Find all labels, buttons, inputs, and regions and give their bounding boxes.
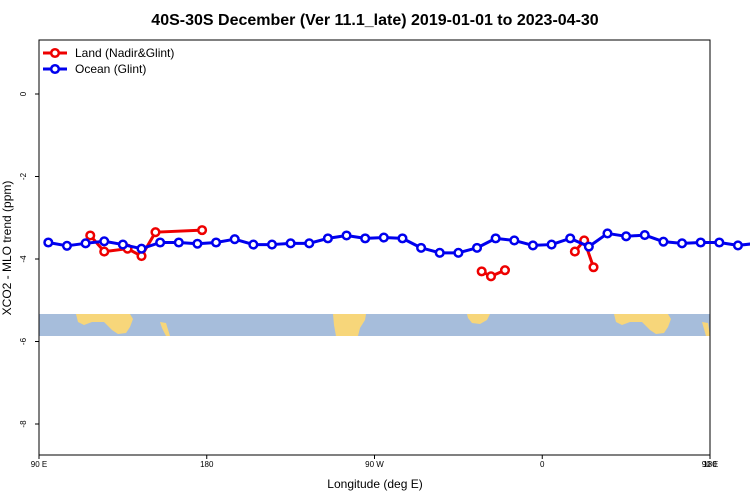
x-tick-label: 90 E [702, 460, 718, 469]
y-tick-label: -2 [19, 172, 28, 180]
y-axis: 0 -2 -4 -6 -8 [19, 91, 39, 428]
data-point-ocean [676, 238, 688, 249]
data-point-ocean [583, 241, 594, 252]
land-masses [76, 314, 710, 336]
data-point-ocean [99, 236, 110, 247]
x-tick-label: 180 [703, 460, 717, 469]
data-point-ocean [565, 233, 576, 244]
series-layer [43, 225, 750, 282]
data-point-ocean [471, 242, 483, 253]
data-point-ocean [341, 230, 352, 241]
australia-land-repeat [614, 314, 671, 334]
legend-marker-land [49, 47, 61, 59]
data-point-ocean [509, 235, 520, 246]
y-tick-label: -8 [19, 420, 28, 428]
ocean-band [39, 314, 710, 336]
data-point-ocean [714, 237, 725, 248]
data-point-ocean [546, 239, 557, 250]
data-point-ocean [211, 237, 222, 248]
data-point-land [485, 271, 497, 282]
data-point-ocean [378, 232, 389, 243]
legend-label-land: Land (Nadir&Glint) [75, 46, 174, 60]
y-axis-label: XCO2 - MLO trend (ppm) [0, 181, 14, 316]
data-point-land [197, 225, 208, 236]
x-tick-label: 180 [200, 460, 214, 469]
data-point-ocean [117, 239, 128, 250]
data-point-land [499, 265, 511, 276]
y-tick-label: 0 [19, 91, 28, 96]
data-point-ocean [397, 233, 408, 244]
data-point-ocean [732, 240, 744, 251]
data-point-ocean [136, 243, 147, 254]
latitude-band-map [39, 314, 710, 336]
data-point-ocean [639, 230, 650, 241]
data-point-ocean [695, 237, 706, 248]
data-point-ocean [360, 233, 371, 244]
data-point-land [588, 262, 599, 273]
legend-label-ocean: Ocean (Glint) [75, 62, 146, 76]
data-point-ocean [285, 238, 296, 249]
data-point-ocean [229, 234, 240, 245]
data-point-land [150, 227, 161, 238]
x-axis-label: Longitude (deg E) [327, 477, 422, 491]
data-point-ocean [621, 231, 632, 242]
x-tick-label: 90 E [31, 460, 47, 469]
data-point-ocean [527, 240, 538, 251]
south-africa-land [467, 314, 490, 324]
x-tick-label: 0 [540, 460, 545, 469]
south-america-land [333, 314, 366, 336]
y-tick-label: -6 [19, 337, 28, 345]
data-point-land [85, 230, 96, 241]
data-point-ocean [490, 233, 501, 244]
data-point-ocean [155, 237, 166, 248]
tasmania-land-repeat [702, 322, 710, 336]
tasmania-land [160, 322, 170, 336]
data-point-ocean [658, 236, 669, 247]
data-point-land [569, 246, 580, 257]
data-point-ocean [602, 228, 613, 239]
data-point-ocean [304, 238, 315, 249]
legend: Land (Nadir&Glint) Ocean (Glint) [43, 46, 174, 76]
data-point-ocean [453, 247, 464, 258]
data-point-land [99, 246, 110, 257]
data-point-ocean [192, 238, 203, 249]
data-point-ocean [80, 238, 91, 249]
data-point-ocean [43, 237, 54, 248]
data-point-ocean [173, 237, 184, 248]
data-point-ocean [434, 247, 445, 258]
y-tick-label: -4 [19, 255, 28, 263]
chart-title: 40S-30S December (Ver 11.1_late) 2019-01… [151, 12, 599, 29]
australia-land [76, 314, 133, 334]
data-point-ocean [416, 242, 427, 253]
legend-marker-ocean [49, 63, 61, 75]
x-tick-label: 90 W [365, 460, 384, 469]
data-point-ocean [61, 240, 73, 251]
data-point-ocean [248, 239, 259, 250]
data-point-land [476, 266, 487, 277]
data-point-ocean [322, 233, 333, 244]
data-point-ocean [266, 239, 278, 250]
